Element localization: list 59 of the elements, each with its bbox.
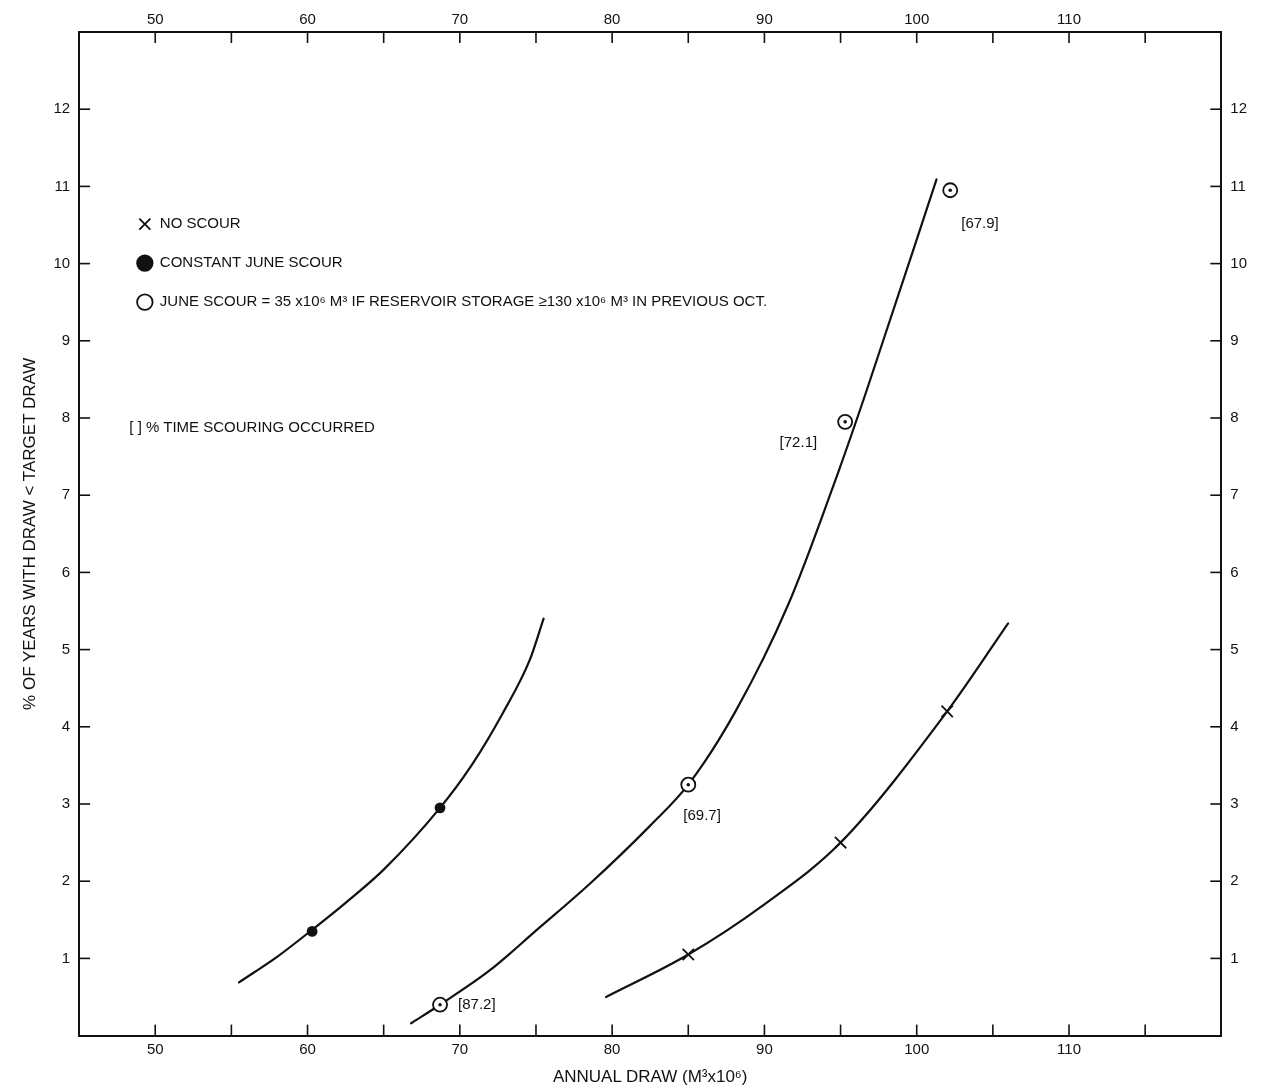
legend-label: CONSTANT JUNE SCOUR: [159, 253, 343, 271]
y2-tick-label: 12: [1230, 99, 1247, 117]
x2-tick-label: 60: [299, 10, 316, 28]
x-tick-label: 90: [756, 1039, 773, 1057]
y2-tick-label: 5: [1230, 639, 1239, 657]
y2-tick-label: 3: [1230, 794, 1239, 812]
x-tick-label: 100: [904, 1039, 930, 1057]
x-axis-title: ANNUAL DRAW (M³x10⁶): [552, 1067, 748, 1087]
y-tick-label: 10: [53, 253, 71, 271]
x2-tick-label: 80: [603, 10, 621, 28]
point: [432, 996, 448, 1013]
annotation: [87.2]: [458, 994, 496, 1012]
point: [837, 413, 854, 430]
y-tick-label: 7: [61, 485, 71, 503]
x-tick-label: 60: [299, 1039, 316, 1057]
y-tick-label: 4: [61, 716, 71, 734]
annotation: [69.7]: [683, 805, 721, 823]
point: [306, 925, 318, 937]
y2-tick-label: 6: [1230, 562, 1239, 580]
annotation: [ ] % TIME SCOURING OCCURRED: [129, 417, 376, 435]
y-tick-label: 6: [61, 562, 71, 580]
x2-tick-label: 70: [451, 10, 469, 28]
y2-tick-label: 1: [1230, 948, 1239, 966]
y-tick-label: 9: [61, 330, 71, 348]
x2-tick-label: 50: [146, 10, 164, 28]
y2-tick-label: 8: [1230, 408, 1239, 426]
x-tick-label: 80: [603, 1039, 621, 1057]
y2-tick-label: 2: [1230, 871, 1239, 889]
annotation: [67.9]: [961, 214, 999, 232]
y-axis-title: % OF YEARS WITH DRAW < TARGET DRAW: [19, 357, 39, 710]
y2-tick-label: 10: [1230, 253, 1247, 271]
point: [680, 776, 697, 793]
x2-tick-label: 110: [1057, 10, 1081, 28]
y-tick-label: 5: [61, 639, 71, 657]
legend-label: JUNE SCOUR = 35 x10⁶ M³ IF RESERVOIR STORAGE ≥130 x10⁶ M³ IN PREVIOUS OCT.: [159, 292, 768, 310]
x2-tick-label: 100: [904, 10, 930, 28]
x-tick-label: 50: [146, 1039, 164, 1057]
x-tick-label: 110: [1057, 1039, 1081, 1057]
annotation: [72.1]: [779, 433, 818, 450]
x2-tick-label: 90: [756, 10, 773, 28]
y-tick-label: 2: [61, 871, 71, 889]
y2-tick-label: 4: [1230, 716, 1239, 734]
line-series: [604, 622, 1010, 999]
y-tick-label: 1: [61, 948, 71, 966]
y-tick-label: 11: [54, 176, 71, 194]
point: [834, 836, 848, 850]
x-tick-label: 70: [451, 1039, 469, 1057]
y-tick-label: 3: [61, 794, 71, 812]
y2-tick-label: 11: [1230, 176, 1246, 194]
legend-label: NO SCOUR: [159, 214, 241, 232]
point: [942, 182, 959, 199]
point: [681, 947, 695, 962]
line-series: [237, 617, 545, 984]
y-tick-label: 8: [61, 408, 71, 426]
y-tick-label: 12: [53, 99, 71, 117]
point: [434, 802, 446, 814]
point: [940, 704, 954, 718]
y2-tick-label: 9: [1230, 330, 1239, 348]
y2-tick-label: 7: [1230, 485, 1239, 503]
